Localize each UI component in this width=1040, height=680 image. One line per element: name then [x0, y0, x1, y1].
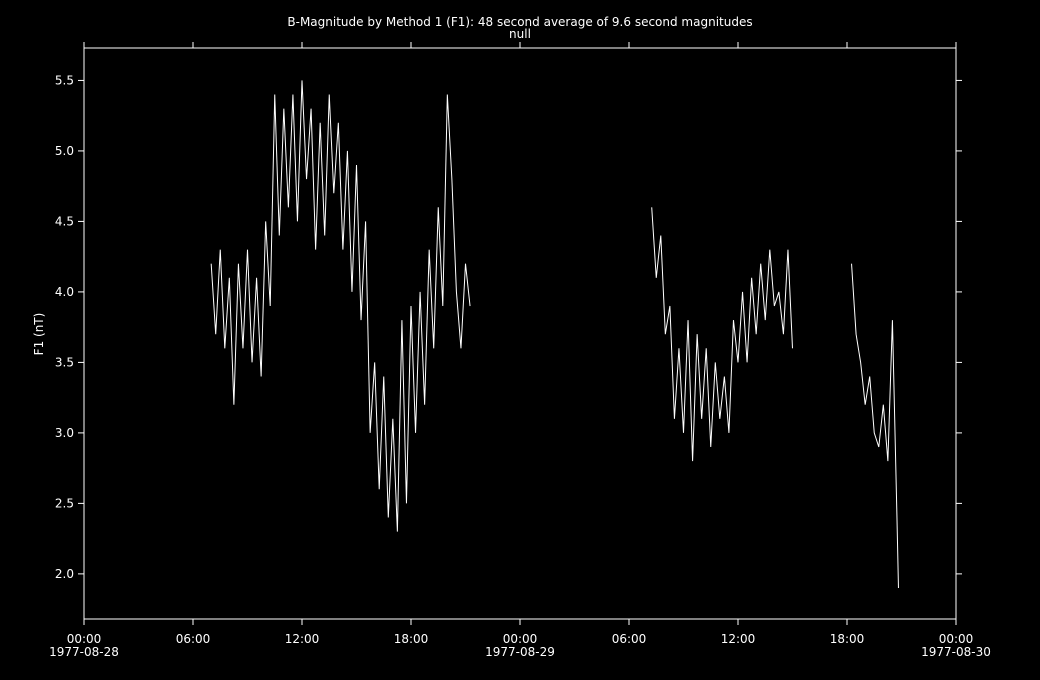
x-tick-label: 18:00 [830, 632, 865, 646]
chart-subtitle: null [509, 27, 531, 41]
y-tick-label: 4.5 [55, 214, 74, 228]
x-tick-label: 00:00 [939, 632, 974, 646]
x-tick-date: 1977-08-28 [49, 645, 119, 659]
y-tick-label: 3.0 [55, 426, 74, 440]
x-tick-label: 06:00 [176, 632, 211, 646]
y-tick-label: 2.0 [55, 567, 74, 581]
x-tick-label: 12:00 [721, 632, 756, 646]
x-tick-label: 06:00 [612, 632, 647, 646]
y-tick-label: 5.5 [55, 73, 74, 87]
x-tick-label: 12:00 [285, 632, 320, 646]
x-tick-label: 18:00 [394, 632, 429, 646]
x-tick-label: 00:00 [67, 632, 102, 646]
x-tick-date: 1977-08-29 [485, 645, 555, 659]
y-axis-label: F1 (nT) [32, 313, 46, 356]
y-tick-label: 2.5 [55, 496, 74, 510]
y-tick-label: 5.0 [55, 144, 74, 158]
data-line [210, 80, 899, 588]
x-tick-date: 1977-08-30 [921, 645, 991, 659]
y-tick-label: 4.0 [55, 285, 74, 299]
chart-title: B-Magnitude by Method 1 (F1): 48 second … [287, 15, 752, 29]
y-tick-label: 3.5 [55, 355, 74, 369]
x-tick-label: 00:00 [503, 632, 538, 646]
